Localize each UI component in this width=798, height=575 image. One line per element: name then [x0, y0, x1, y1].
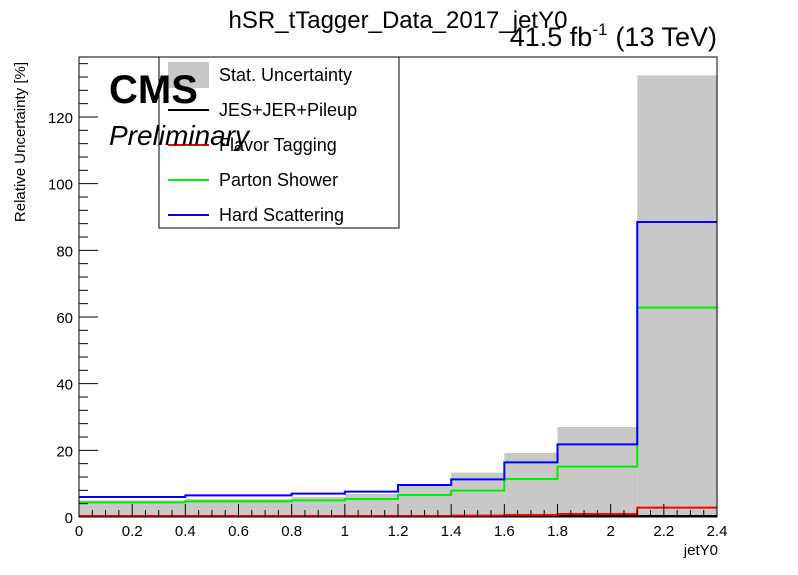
preliminary-label: Preliminary: [109, 120, 251, 151]
legend-label: Parton Shower: [219, 170, 338, 190]
energy-label: (13 TeV): [615, 22, 717, 52]
x-tick-label: 0.2: [122, 523, 143, 540]
y-axis-label: Relative Uncertainty [%]: [12, 62, 29, 222]
cms-label: CMS: [109, 68, 198, 112]
x-tick-label: 1.6: [494, 523, 515, 540]
x-tick-label: 0.6: [228, 523, 249, 540]
y-tick-label: 80: [56, 243, 73, 260]
series-line-hard-scattering: [79, 221, 717, 498]
legend-label: Flavor Tagging: [219, 135, 337, 155]
y-axis-ticks: 0 20 40 60 80 100 120: [48, 63, 98, 527]
y-tick-label: 40: [56, 377, 73, 394]
x-tick-label: 0: [75, 523, 83, 540]
legend-swatch: [168, 62, 209, 88]
lumi-exponent: -1: [592, 20, 607, 39]
series-line-parton-shower: [79, 306, 717, 504]
stat-uncertainty-bars: [79, 75, 717, 517]
x-tick-label: 2.4: [707, 523, 728, 540]
lumi-label: 41.5 fb-1 (13 TeV): [510, 20, 717, 52]
y-tick-label: 100: [48, 177, 73, 194]
x-tick-label: 1: [341, 523, 349, 540]
legend: Stat. Uncertainty JES+JER+Pileup Flavor Ta…: [158, 56, 400, 229]
legend-label: Hard Scattering: [219, 205, 344, 225]
x-tick-label: 0.4: [175, 523, 196, 540]
lumi-value: 41.5 fb: [510, 22, 593, 52]
y-tick-label: 120: [48, 110, 73, 127]
x-tick-label: 2: [606, 523, 614, 540]
x-tick-label: 1.8: [547, 523, 568, 540]
stat-uncertainty-bar: [504, 453, 558, 517]
stat-uncertainty-bar: [637, 75, 717, 517]
y-tick-label: 0: [65, 510, 73, 527]
x-axis-label: jetY0: [683, 542, 718, 559]
x-tick-label: 0.8: [281, 523, 302, 540]
stat-uncertainty-bar: [557, 427, 638, 517]
legend-label: Stat. Uncertainty: [219, 65, 352, 85]
x-tick-label: 1.4: [441, 523, 462, 540]
y-tick-label: 20: [56, 443, 73, 460]
y-tick-label: 60: [56, 310, 73, 327]
x-tick-label: 1.2: [388, 523, 409, 540]
legend-label: JES+JER+Pileup: [219, 100, 357, 120]
x-axis-ticks: 0 0.2 0.4 0.6 0.8 1 1.2 1.4 1.6 1.8 2 2.2 2.4: [75, 504, 728, 540]
x-tick-label: 2.2: [653, 523, 674, 540]
chart-title: hSR_tTagger_Data_2017_jetY0: [229, 7, 568, 34]
